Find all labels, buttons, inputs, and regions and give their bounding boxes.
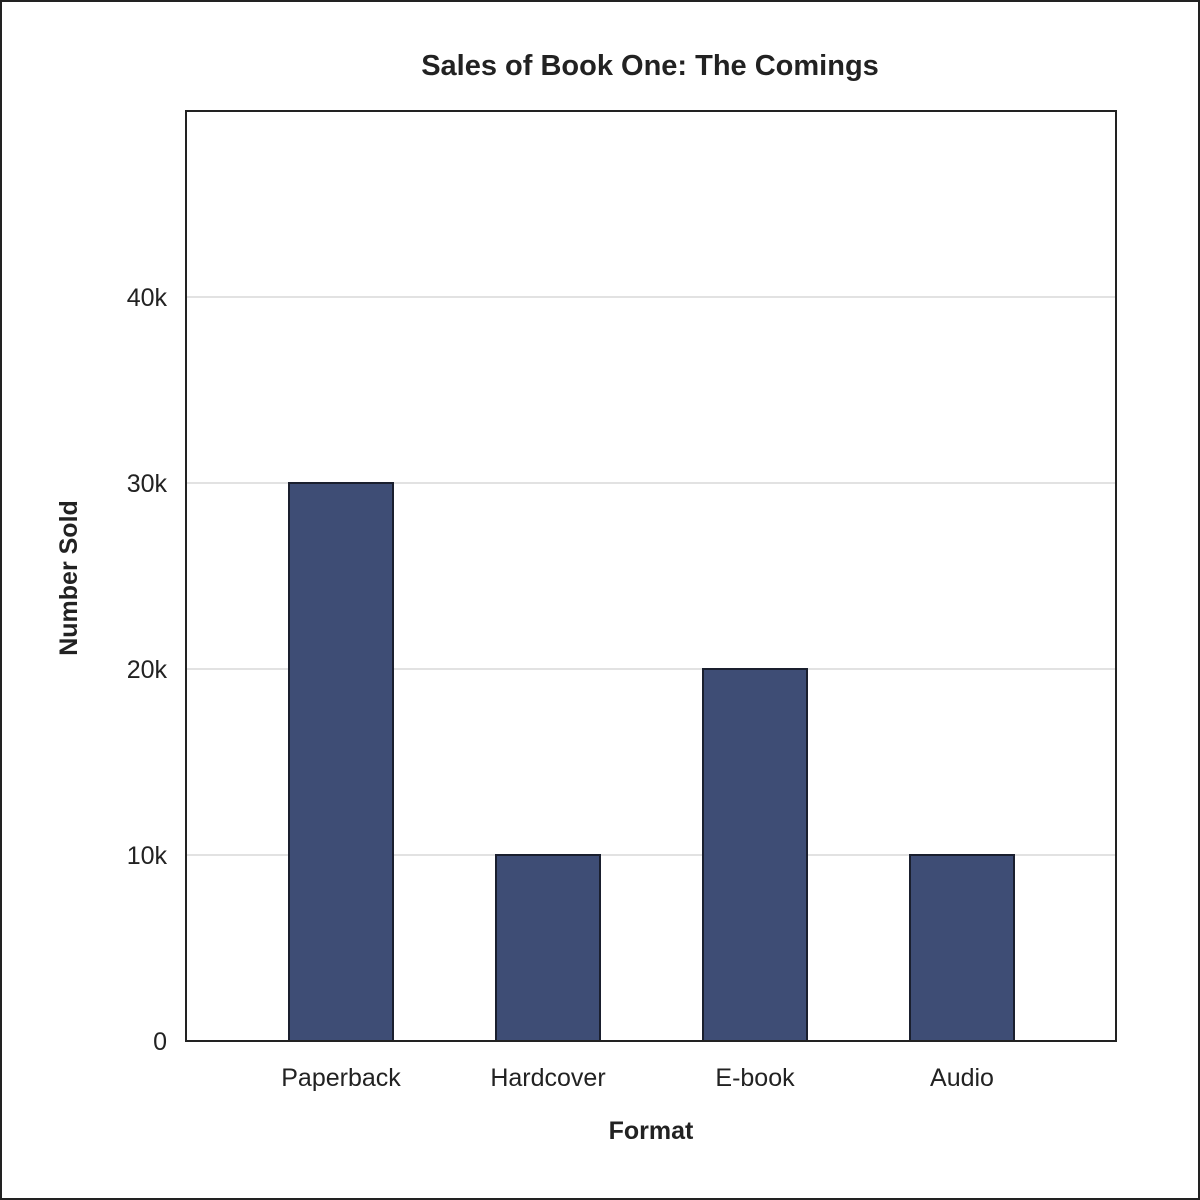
plot-area [185, 110, 1117, 1042]
y-axis-title: Number Sold [55, 500, 83, 656]
bar-hardcover [495, 854, 601, 1042]
x-tick-label: Paperback [281, 1064, 401, 1092]
chart-title: Sales of Book One: The Comings [421, 50, 879, 82]
bar-audio [909, 854, 1015, 1042]
bar-e-book [702, 668, 808, 1042]
x-axis-ticks: Paperback Hardcover E-book Audio [281, 1064, 994, 1092]
x-axis-title: Format [609, 1117, 694, 1145]
y-tick-label: 20k [127, 656, 168, 684]
x-tick-label: Hardcover [490, 1064, 605, 1092]
y-tick-label: 40k [127, 284, 168, 312]
y-tick-label: 0 [153, 1028, 167, 1056]
y-tick-label: 30k [127, 470, 168, 498]
bars [288, 482, 1015, 1042]
bar-paperback [288, 482, 394, 1042]
x-tick-label: Audio [930, 1064, 994, 1092]
y-tick-label: 10k [127, 842, 168, 870]
y-axis-ticks: 0 10k 20k 30k 40k [127, 284, 168, 1056]
x-tick-label: E-book [715, 1064, 795, 1092]
